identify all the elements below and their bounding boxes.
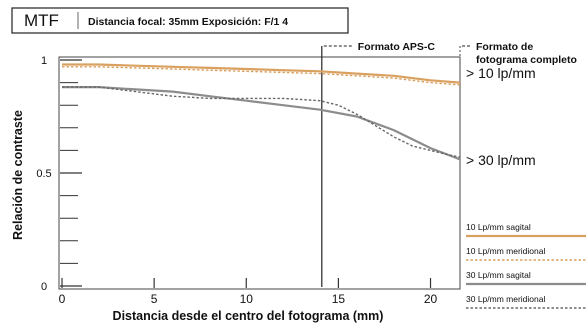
legend-label: 10 Lp/mm sagital xyxy=(466,222,531,232)
legend-label: 30 Lp/mm meridional xyxy=(466,294,545,304)
legend: 10 Lp/mm sagital 10 Lp/mm meridional 30 Lp… xyxy=(466,222,586,309)
aps-c-label: Formato APS-C xyxy=(358,41,436,53)
label-layer: > 10 lp/mm > 30 lp/mm xyxy=(466,65,536,168)
x-tick-label: 0 xyxy=(59,292,66,306)
legend-label: 30 Lp/mm sagital xyxy=(466,270,531,280)
full-frame-label: Formato de xyxy=(476,41,533,53)
header-box xyxy=(11,7,349,34)
series-line-1 xyxy=(62,63,461,84)
series-layer xyxy=(62,63,461,161)
x-axis-title: Distancia desde el centro del fotograma … xyxy=(113,309,384,323)
x-tick-label: 20 xyxy=(424,292,438,306)
y-tick-label: 0.5 xyxy=(36,168,51,180)
series-line-2 xyxy=(62,66,461,86)
y-tick-label: 0 xyxy=(41,281,47,293)
y-tick-label: 1 xyxy=(41,55,47,67)
header-tag: MTF xyxy=(24,11,59,30)
group-label: > 30 lp/mm xyxy=(466,152,536,168)
plot-frame xyxy=(58,56,461,290)
series-line-3 xyxy=(62,85,461,161)
x-tick-label: 10 xyxy=(240,292,254,306)
x-tick-label: 15 xyxy=(332,292,346,306)
series-line-4 xyxy=(62,86,461,158)
group-label: > 10 lp/mm xyxy=(466,65,536,81)
header-info: Distancia focal: 35mm Exposición: F/1 4 xyxy=(88,16,288,28)
y-axis-title: Relación de contraste xyxy=(11,110,25,240)
x-tick-label: 5 xyxy=(151,292,158,306)
tick-layer: 00.510 5 10 15 20 xyxy=(36,55,437,306)
full-frame-label: fotograma completo xyxy=(476,54,577,66)
legend-label: 10 Lp/mm meridional xyxy=(466,246,545,256)
